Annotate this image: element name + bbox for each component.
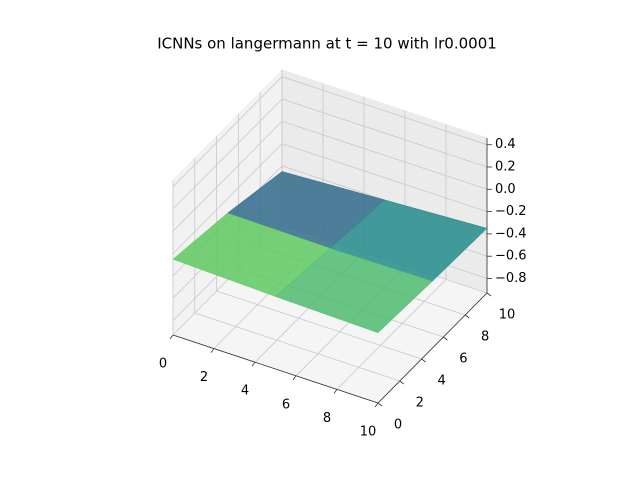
x-tick-label: 10 (360, 425, 377, 440)
y-tick-label: 10 (499, 308, 516, 323)
tick-mark (169, 334, 174, 340)
tick-mark (210, 348, 215, 353)
tick-mark (443, 336, 448, 341)
tick-mark (486, 292, 492, 297)
x-tick-label: 0 (159, 357, 167, 372)
tick-mark (292, 375, 297, 381)
x-tick-label: 8 (323, 411, 331, 426)
z-tick-label: −0.2 (495, 204, 527, 219)
tick-mark (399, 380, 405, 385)
z-tick-label: 0.2 (495, 159, 516, 174)
y-tick-label: 2 (416, 396, 424, 411)
surface-patch (275, 247, 433, 333)
grid-line (194, 312, 400, 382)
z-tick-label: −0.6 (495, 249, 527, 264)
grid-line (281, 98, 488, 168)
tick-mark (421, 358, 426, 363)
tick-mark (333, 389, 338, 394)
tick-mark (374, 402, 379, 408)
grid-line (172, 143, 283, 254)
y-tick-label: 0 (394, 418, 402, 433)
tick-mark (251, 361, 256, 367)
y-tick-label: 6 (459, 352, 467, 367)
x-tick-label: 2 (200, 370, 208, 385)
z-tick-label: −0.8 (495, 271, 527, 286)
grid-line (216, 290, 422, 360)
x-tick-label: 4 (241, 384, 249, 399)
y-tick-label: 8 (481, 330, 489, 345)
axis-line (377, 292, 488, 404)
grid-line (281, 120, 488, 190)
tick-mark (377, 402, 383, 407)
y-tick-label: 4 (437, 374, 445, 389)
chart-title: ICNNs on langermann at t = 10 with lr0.0… (157, 35, 497, 53)
grid-line (281, 76, 488, 146)
grid-line (172, 121, 283, 232)
z-tick-label: −0.4 (495, 226, 527, 241)
x-tick-label: 6 (282, 397, 290, 412)
z-tick-label: 0.0 (495, 182, 516, 197)
grid-line (336, 279, 447, 390)
grid-line (172, 76, 283, 187)
axis-line (172, 334, 379, 404)
grid-line (172, 98, 283, 210)
tick-mark (464, 314, 470, 319)
z-tick-label: 0.4 (495, 137, 516, 152)
grid-line (281, 143, 488, 212)
